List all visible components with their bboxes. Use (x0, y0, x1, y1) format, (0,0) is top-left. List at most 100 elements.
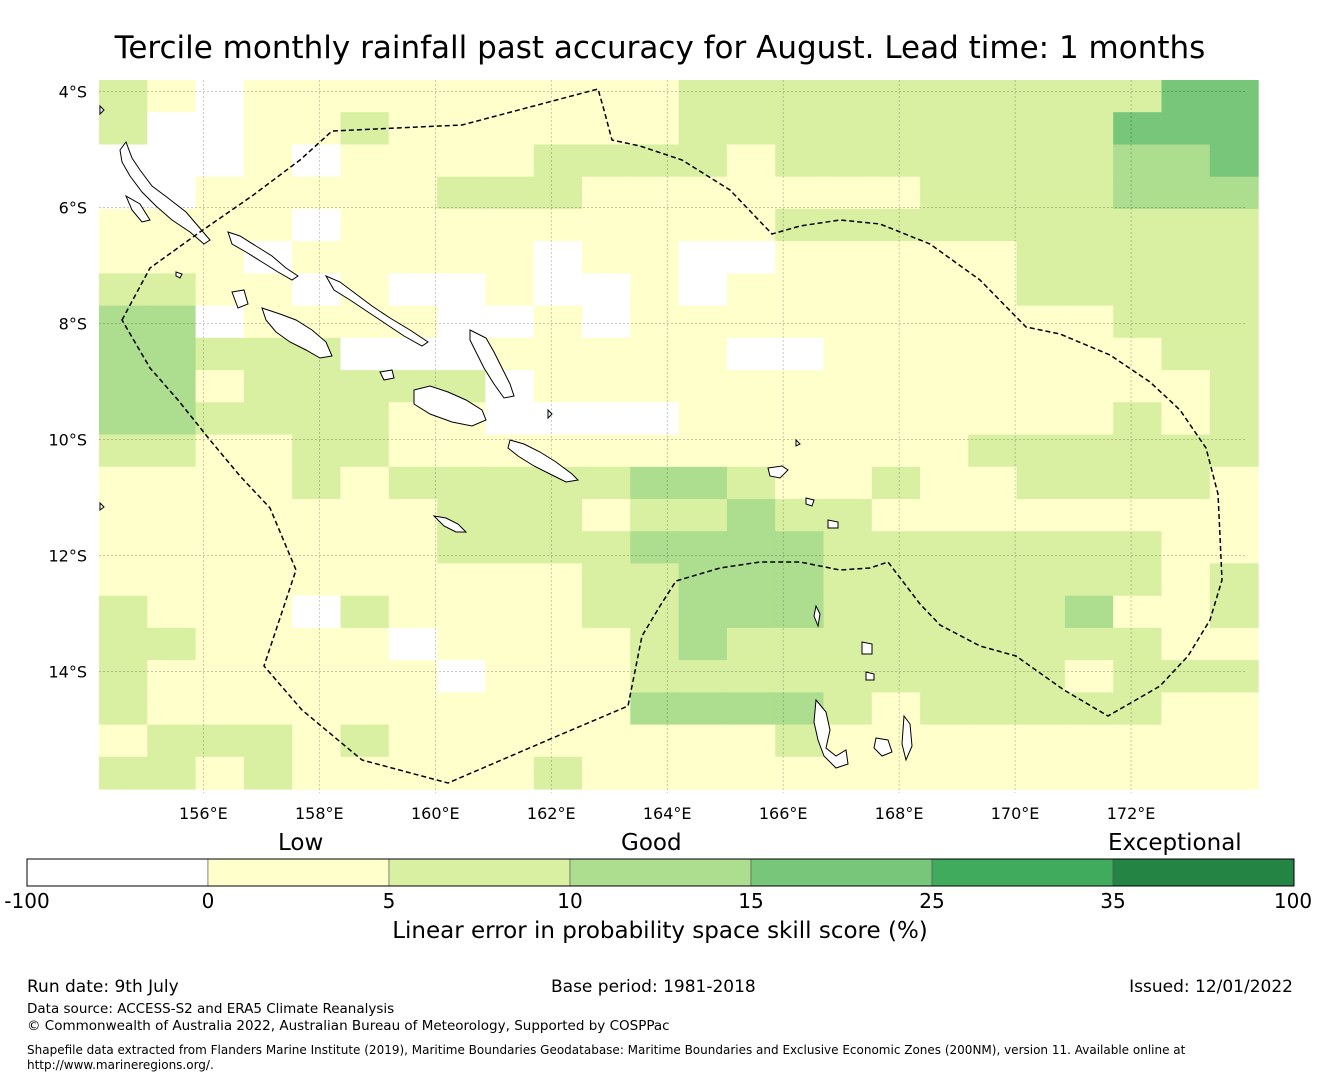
skill-cell (1113, 563, 1163, 597)
skill-cell (485, 595, 535, 629)
longitude-label: 172°E (1107, 804, 1156, 823)
skill-cell (920, 241, 969, 274)
skill-cell (968, 144, 1018, 178)
skill-cell (968, 724, 1018, 758)
skill-cell (1209, 499, 1259, 532)
skill-cell (243, 531, 293, 564)
skill-cell (1016, 660, 1066, 693)
skill-cell (99, 756, 148, 790)
skill-cell (437, 627, 486, 661)
skill-cell (823, 176, 873, 210)
skill-cell (1064, 660, 1114, 693)
skill-cell (1209, 563, 1259, 597)
skill-cell (195, 434, 245, 468)
skill-cell (533, 208, 583, 242)
skill-cell (1161, 434, 1211, 468)
skill-cell (968, 241, 1018, 274)
skill-cell (968, 273, 1018, 307)
skill-cell (1016, 402, 1066, 436)
skill-cell (437, 692, 486, 726)
skill-cell (920, 208, 969, 242)
skill-cell (99, 724, 148, 758)
skill-cell (533, 595, 583, 629)
island-small-1 (99, 104, 105, 116)
skill-cell (1064, 80, 1114, 113)
skill-cell (1016, 499, 1066, 532)
skill-cell (99, 273, 148, 307)
skill-cell (292, 627, 342, 661)
skill-cell (437, 466, 486, 500)
skill-cell (292, 692, 342, 726)
skill-cell (292, 499, 342, 532)
colorbar-segment (207, 858, 390, 887)
skill-cell (1113, 595, 1163, 629)
island-espiritu-santo (813, 698, 849, 769)
skill-cell (1064, 176, 1114, 210)
skill-cell (485, 402, 535, 436)
island-guadalcanal (413, 385, 487, 427)
skill-cell (1209, 176, 1259, 210)
skill-cell (1113, 531, 1163, 564)
colorbar-label-good: Good (621, 830, 682, 856)
skill-cell (195, 402, 245, 436)
skill-cell (775, 531, 825, 564)
skill-cell (243, 402, 293, 436)
skill-cell (99, 434, 148, 468)
skill-cell (1016, 241, 1066, 274)
skill-cell (775, 305, 825, 339)
skill-cell (340, 80, 390, 113)
skill-cell (147, 434, 197, 468)
skill-cell (630, 466, 680, 500)
island-florida (379, 369, 395, 381)
skill-cell (388, 466, 438, 500)
skill-cell (1209, 724, 1259, 758)
skill-cell (726, 337, 776, 371)
skill-cell (823, 273, 873, 307)
latitude-label: 8°S (59, 314, 87, 333)
skill-cell (726, 595, 776, 629)
skill-cell (1016, 80, 1066, 113)
colorbar-tick: 100 (1273, 889, 1313, 913)
skill-cell (1016, 724, 1066, 758)
skill-cell (485, 466, 535, 500)
skill-cell (243, 80, 293, 113)
skill-cell (99, 692, 148, 726)
skill-cell (292, 80, 342, 113)
skill-cell (388, 434, 438, 468)
skill-cell (485, 499, 535, 532)
skill-cell (871, 627, 921, 661)
colorbar (26, 858, 1295, 887)
island-new-ireland-tip (124, 194, 151, 223)
skill-cell (726, 434, 776, 468)
skill-cell (1113, 273, 1163, 307)
skill-cell (437, 756, 486, 790)
skill-cell (1161, 305, 1211, 339)
skill-cell (968, 466, 1018, 500)
skill-cell (147, 531, 197, 564)
skill-cell (388, 80, 438, 113)
skill-cell (1209, 112, 1259, 145)
skill-cell (775, 756, 825, 790)
skill-cell (630, 595, 680, 629)
skill-cell (340, 337, 390, 371)
latitude-labels: 4°S 6°S 8°S 10°S 12°S 14°S (48, 83, 87, 682)
skill-cell (195, 724, 245, 758)
skill-cell (1113, 337, 1163, 371)
skill-cell (823, 208, 873, 242)
colorbar-tick: 5 (382, 889, 396, 913)
skill-cell (630, 305, 680, 339)
skill-cell (340, 402, 390, 436)
run-date: Run date: 9th July (27, 977, 179, 997)
skill-cell (485, 273, 535, 307)
skill-cell (775, 434, 825, 468)
skill-cell (243, 144, 293, 178)
skill-cell (243, 563, 293, 597)
skill-cell (1016, 531, 1066, 564)
skill-cell (1016, 563, 1066, 597)
skill-cell (871, 80, 921, 113)
colorbar-title: Linear error in probability space skill … (392, 918, 928, 944)
skill-cell (99, 531, 148, 564)
island-bougainville (119, 140, 211, 245)
skill-cell (1161, 80, 1211, 113)
skill-cell (968, 660, 1018, 693)
